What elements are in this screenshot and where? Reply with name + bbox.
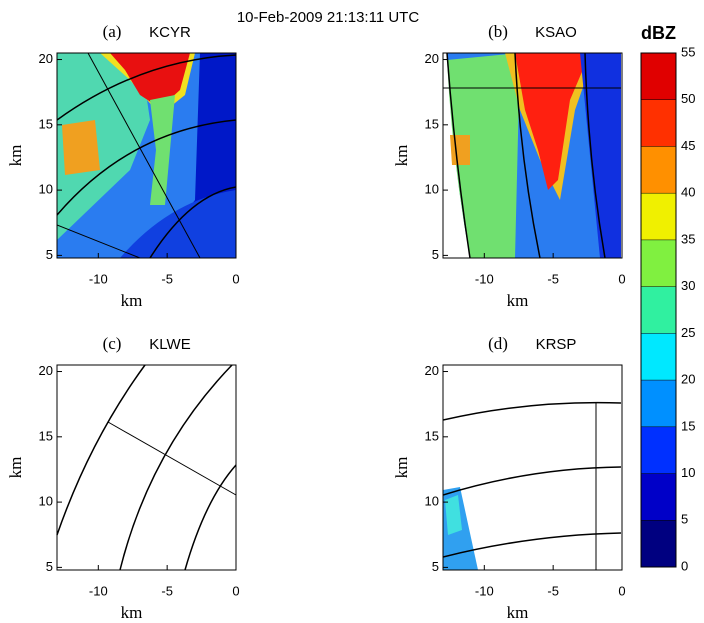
x-tick-label: -10: [475, 271, 494, 286]
y-axis-label: km: [392, 457, 411, 479]
color-segment: [641, 146, 676, 194]
color-segment: [641, 53, 676, 100]
x-tick-label: 0: [232, 271, 239, 286]
x-axis-label: km: [507, 291, 529, 310]
colorbar-tick-label: 10: [681, 465, 695, 480]
x-tick-label: 0: [618, 583, 625, 598]
color-segment: [641, 426, 676, 474]
y-tick-label: 5: [46, 559, 53, 574]
panel-title: KLWE: [149, 336, 190, 353]
colorbar-tick-label: 15: [681, 418, 695, 433]
x-tick-label: 0: [232, 583, 239, 598]
y-axis-label: km: [6, 457, 25, 479]
colorbar-tick-label: 40: [681, 185, 695, 200]
color-segment: [641, 99, 676, 147]
colorbar-tick-label: 5: [681, 512, 688, 527]
radar-image: [57, 53, 236, 258]
color-segment: [641, 333, 676, 381]
radar-image: [443, 401, 621, 570]
x-tick-label: -5: [547, 271, 559, 286]
y-tick-label: 15: [39, 116, 53, 131]
x-tick-label: 0: [618, 271, 625, 286]
colorbar-tick-label: 0: [681, 558, 688, 573]
colorbar-tick-label: 30: [681, 278, 695, 293]
colorbar-tick-label: 25: [681, 325, 695, 340]
x-axis-label: km: [121, 603, 143, 622]
colorbar-label: dBZ: [641, 23, 676, 43]
panel-title: KCYR: [149, 24, 191, 41]
x-tick-label: -10: [89, 271, 108, 286]
range-rings: [56, 364, 237, 571]
y-tick-label: 20: [39, 51, 53, 66]
plot-frame: [442, 52, 623, 259]
colorbar-tick-label: 20: [681, 372, 695, 387]
y-tick-label: 10: [39, 182, 53, 197]
color-segment: [641, 239, 676, 287]
colorbar-tick-label: 55: [681, 44, 695, 59]
color-segment: [641, 286, 676, 334]
panel-label: (d): [488, 334, 508, 353]
y-tick-label: 5: [432, 559, 439, 574]
y-tick-label: 10: [39, 494, 53, 509]
x-tick-label: -10: [89, 583, 108, 598]
y-tick-label: 15: [425, 428, 439, 443]
x-axis-label: km: [121, 291, 143, 310]
color-segment: [641, 473, 676, 521]
color-segment: [641, 520, 676, 567]
plot-frame: [56, 52, 237, 259]
y-tick-label: 5: [46, 247, 53, 262]
x-axis-label: km: [507, 603, 529, 622]
x-tick-label: -5: [547, 583, 559, 598]
color-segment: [641, 380, 676, 427]
y-tick-label: 15: [425, 116, 439, 131]
y-axis-label: km: [6, 145, 25, 167]
radar-image: [443, 53, 621, 258]
y-tick-label: 5: [432, 247, 439, 262]
x-tick-label: -10: [475, 583, 494, 598]
y-tick-label: 10: [425, 182, 439, 197]
color-segment: [641, 193, 676, 240]
panel-title: KSAO: [535, 24, 577, 41]
colorbar-tick-label: 50: [681, 91, 695, 106]
colorbar-tick-label: 45: [681, 138, 695, 153]
panel-label: (a): [103, 22, 122, 41]
panel-label: (b): [488, 22, 508, 41]
y-axis-label: km: [392, 145, 411, 167]
y-tick-label: 20: [425, 51, 439, 66]
x-tick-label: -5: [161, 583, 173, 598]
y-tick-label: 20: [425, 363, 439, 378]
x-tick-label: -5: [161, 271, 173, 286]
y-tick-label: 20: [39, 363, 53, 378]
colorbar-tick-label: 35: [681, 231, 695, 246]
y-tick-label: 10: [425, 494, 439, 509]
panel-label: (c): [103, 334, 122, 353]
figure-title: 10-Feb-2009 21:13:11 UTC: [237, 9, 419, 26]
plot-frame: [442, 364, 623, 571]
panel-title: KRSP: [536, 336, 577, 353]
plot-frame: [56, 364, 237, 571]
y-tick-label: 15: [39, 428, 53, 443]
